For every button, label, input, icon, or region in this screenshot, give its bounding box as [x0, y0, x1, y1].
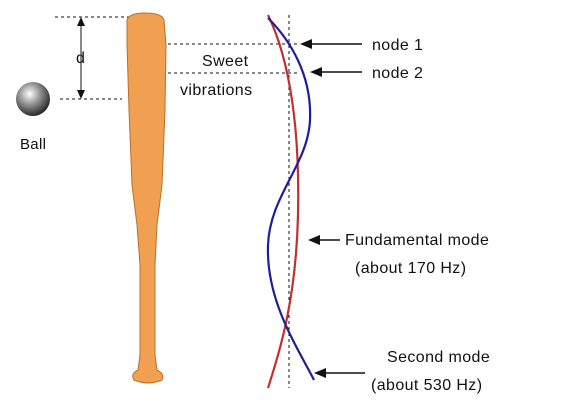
node-1-label: node 1	[372, 37, 423, 54]
baseball-bat	[126, 12, 167, 384]
ball	[16, 82, 50, 116]
second-mode-frequency: (about 530 Hz)	[371, 377, 482, 394]
d-dimension-arrow	[77, 17, 85, 99]
node-1-arrow	[300, 39, 362, 49]
node-2-arrow	[310, 67, 362, 77]
fundamental-mode-frequency: (about 170 Hz)	[355, 260, 466, 277]
vibrations-label: vibrations	[180, 82, 252, 99]
node-2-label: node 2	[372, 65, 423, 82]
second-mode-curve	[266, 17, 315, 381]
fundamental-mode-arrow	[308, 235, 340, 245]
second-mode-label: Second mode	[387, 349, 490, 366]
fundamental-mode-label: Fundamental mode	[345, 232, 489, 249]
second-mode-arrow	[314, 368, 365, 378]
sweet-label: Sweet	[202, 53, 249, 70]
fundamental-mode-curve	[266, 14, 300, 389]
d-label: d	[76, 50, 85, 67]
ball-label: Ball	[20, 136, 46, 153]
